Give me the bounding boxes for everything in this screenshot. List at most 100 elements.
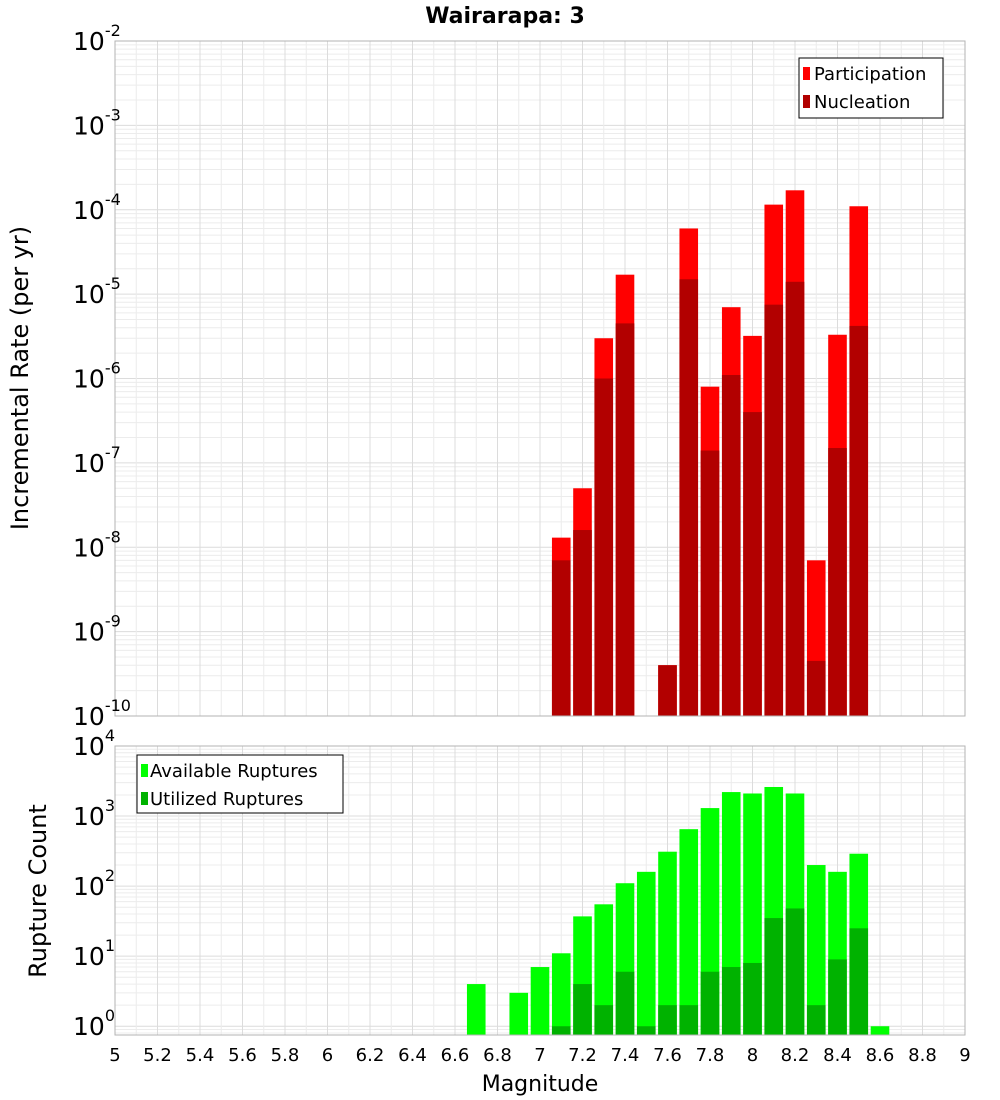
x-tick-label: 8.8: [908, 1045, 937, 1066]
x-tick-label: 5.2: [143, 1045, 172, 1066]
bar-nucleation: [764, 304, 784, 716]
bar-available-ruptures: [594, 904, 614, 1035]
legend-swatch-utilized: [141, 792, 148, 805]
x-tick-label: 8.2: [781, 1045, 810, 1066]
bottom-y-tick-label: 101: [73, 936, 115, 971]
top-legend-box: [798, 57, 944, 119]
top-y-tick-label: 10-2: [73, 21, 121, 56]
top-y-tick-label: 10-3: [73, 105, 121, 140]
bar-utilized-ruptures: [743, 962, 762, 1035]
bar-available-ruptures: [551, 953, 571, 1035]
top-y-tick-label: 10-9: [73, 612, 121, 647]
top-panel: 10-10 10-9 10-8 10-7 10-6 10-5 10-4 10-3 10-2 In…: [6, 21, 966, 731]
top-y-tick-label: 10-10: [73, 696, 131, 731]
bar-utilized-ruptures: [764, 918, 784, 1035]
legend-swatch-available: [141, 764, 148, 777]
bottom-y-tick-label: 104: [73, 726, 115, 761]
bar-utilized-ruptures: [721, 967, 741, 1035]
x-tick-label: 6.2: [356, 1045, 385, 1066]
bar-nucleation: [573, 530, 592, 716]
bar-available-ruptures: [530, 967, 550, 1035]
x-tick-label: 7.2: [568, 1045, 597, 1066]
chart-title: Wairarapa: 3: [425, 4, 585, 29]
bar-available-ruptures: [806, 865, 826, 1035]
top-bars: [551, 190, 869, 717]
x-axis-label: Magnitude: [482, 1072, 599, 1097]
bar-nucleation: [828, 448, 847, 716]
x-tick-label: 9: [959, 1045, 970, 1066]
top-legend: Participation Nucleation: [798, 57, 944, 119]
legend-swatch-nucleation: [803, 95, 810, 108]
x-tick-label: 8.6: [866, 1045, 895, 1066]
top-y-tick-label: 10-6: [73, 359, 121, 394]
legend-swatch-participation: [803, 67, 810, 80]
x-tick-label: 8.4: [823, 1045, 852, 1066]
bar-available-ruptures: [466, 984, 486, 1035]
bar-utilized-ruptures: [551, 1026, 571, 1035]
bottom-legend: Available Ruptures Utilized Ruptures: [136, 754, 344, 814]
bottom-y-tick-label: 102: [73, 866, 115, 901]
bar-nucleation: [679, 279, 699, 716]
bar-available-ruptures: [870, 1026, 890, 1035]
top-y-tick-labels: 10-10 10-9 10-8 10-7 10-6 10-5 10-4 10-3 10-2: [73, 21, 131, 731]
x-tick-label: 5.8: [271, 1045, 300, 1066]
bar-nucleation: [594, 378, 614, 716]
x-tick-label: 6.6: [441, 1045, 470, 1066]
bar-utilized-ruptures: [594, 1005, 614, 1035]
legend-label-utilized: Utilized Ruptures: [150, 789, 303, 810]
top-y-tick-label: 10-5: [73, 274, 121, 309]
top-y-axis-label: Incremental Rate (per yr): [6, 226, 34, 530]
x-tick-label: 5.4: [186, 1045, 215, 1066]
x-tick-label: 7.6: [653, 1045, 682, 1066]
legend-label-available: Available Ruptures: [150, 761, 318, 782]
bar-available-ruptures: [636, 871, 656, 1035]
x-tick-label: 8: [747, 1045, 758, 1066]
bar-nucleation: [785, 281, 805, 716]
x-tick-label: 7: [534, 1045, 545, 1066]
bar-available-ruptures: [509, 992, 529, 1035]
bottom-y-axis-label: Rupture Count: [24, 804, 52, 978]
bar-nucleation: [700, 450, 720, 716]
bar-utilized-ruptures: [573, 984, 592, 1035]
x-tick-label: 7.8: [696, 1045, 725, 1066]
x-tick-label: 6: [322, 1045, 333, 1066]
x-tick-label: 6.4: [398, 1045, 427, 1066]
bar-utilized-ruptures: [615, 971, 635, 1035]
bottom-plot-frame: [114, 745, 966, 1036]
bar-utilized-ruptures: [636, 1026, 656, 1035]
bar-nucleation: [658, 665, 677, 716]
bottom-y-tick-label: 100: [73, 1006, 115, 1041]
legend-label-nucleation: Nucleation: [814, 92, 910, 113]
top-gridlines: [114, 41, 966, 717]
bar-utilized-ruptures: [658, 1005, 677, 1035]
bar-utilized-ruptures: [828, 959, 847, 1035]
bottom-y-tick-labels: 100 101 102 103 104: [73, 726, 115, 1041]
x-tick-labels: 5 5.2 5.4 5.6 5.8 6 6.2 6.4 6.6 6.8 7 7.2 7.4 7.6 7.8 8…: [109, 1045, 970, 1066]
bar-nucleation: [615, 323, 635, 716]
bottom-legend-box: [136, 754, 344, 814]
bar-nucleation: [743, 412, 762, 716]
bar-utilized-ruptures: [849, 928, 869, 1035]
bar-nucleation: [806, 660, 826, 716]
top-plot-frame: [114, 40, 966, 717]
top-y-tick-label: 10-8: [73, 527, 121, 562]
bottom-y-tick-label: 103: [73, 796, 115, 831]
top-y-tick-label: 10-4: [73, 190, 121, 225]
bar-available-ruptures: [679, 829, 699, 1035]
legend-label-participation: Participation: [814, 64, 926, 85]
bar-nucleation: [551, 560, 571, 716]
bar-nucleation: [721, 375, 741, 716]
bar-available-ruptures: [658, 851, 677, 1035]
bar-nucleation: [849, 325, 869, 716]
bar-utilized-ruptures: [700, 971, 720, 1035]
bottom-bars: [466, 786, 890, 1035]
bar-utilized-ruptures: [679, 1005, 699, 1035]
x-tick-label: 7.4: [611, 1045, 640, 1066]
x-tick-label: 6.8: [483, 1045, 512, 1066]
x-tick-label: 5.6: [228, 1045, 257, 1066]
x-tick-label: 5: [109, 1045, 120, 1066]
bar-utilized-ruptures: [785, 908, 805, 1035]
bottom-panel: 100 101 102 103 104 5 5.2 5.4 5.6 5.8 6 6.2 6.4 6.6 6…: [24, 726, 971, 1097]
bar-utilized-ruptures: [806, 1005, 826, 1035]
